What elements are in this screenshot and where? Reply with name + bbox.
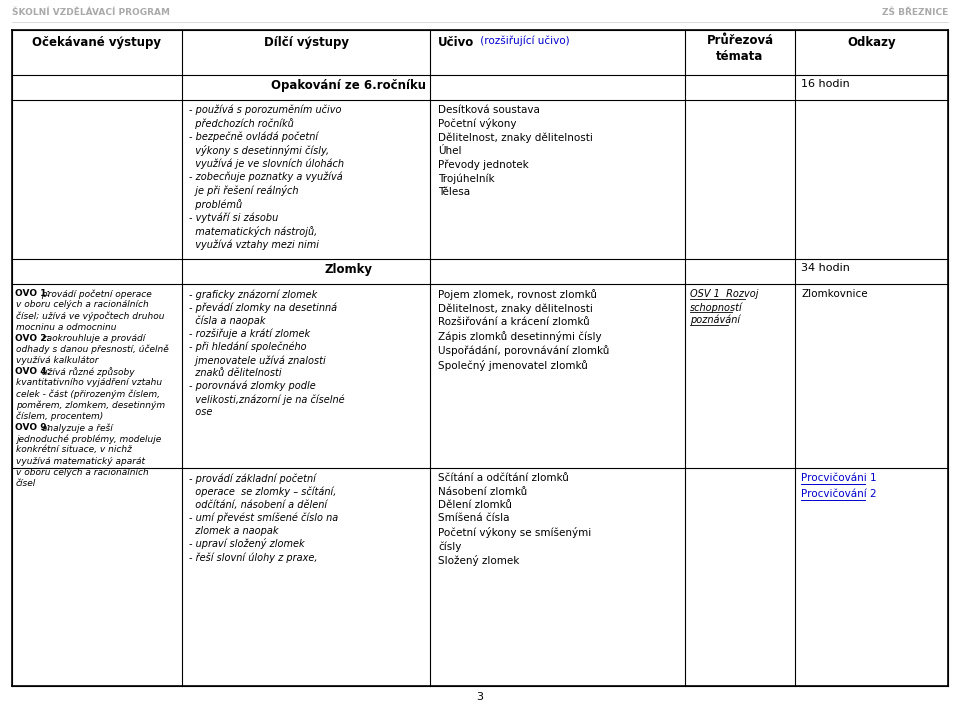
Text: schopností: schopností (690, 302, 743, 313)
Text: 3: 3 (476, 692, 484, 702)
Text: ŠKOLNÍ VZDĚLÁVACÍ PROGRAM: ŠKOLNÍ VZDĚLÁVACÍ PROGRAM (12, 8, 170, 17)
Text: čísel: čísel (16, 479, 36, 488)
Text: poznávání: poznávání (690, 315, 740, 325)
Text: Očekávané výstupy: Očekávané výstupy (33, 36, 161, 49)
Text: OVO 9:: OVO 9: (15, 423, 50, 432)
Text: Učivo: Učivo (438, 36, 474, 49)
Text: OVO 1:: OVO 1: (15, 289, 50, 298)
Text: čísel; užívá ve výpočtech druhou: čísel; užívá ve výpočtech druhou (16, 311, 164, 321)
Bar (429, 259, 432, 284)
Text: - používá s porozuměním učivo
  předchozích ročníků
- bezpečně ovládá početní
  : - používá s porozuměním učivo předchozíc… (189, 105, 344, 251)
Text: poměrem, zlomkem, desetinným: poměrem, zlomkem, desetinným (16, 401, 165, 410)
Text: 34 hodin: 34 hodin (801, 263, 850, 273)
Text: analyzuje a řeší: analyzuje a řeší (39, 423, 113, 432)
Bar (684, 75, 687, 100)
Text: jednoduché problémy, modeluje: jednoduché problémy, modeluje (16, 434, 161, 444)
Text: Sčítání a odčítání zlomků
Násobení zlomků
Dělení zlomků
Smíšená čísla
Početní vý: Sčítání a odčítání zlomků Násobení zlomk… (438, 474, 591, 566)
Text: využívá matematický aparát: využívá matematický aparát (16, 456, 145, 465)
Text: 16 hodin: 16 hodin (801, 79, 850, 89)
Text: - graficky znázorní zlomek
- převádí zlomky na desetinná
  čísla a naopak
- rozš: - graficky znázorní zlomek - převádí zlo… (189, 289, 345, 417)
Text: Pojem zlomek, rovnost zlomků
Dělitelnost, znaky dělitelnosti
Rozšiřování a kráce: Pojem zlomek, rovnost zlomků Dělitelnost… (438, 289, 610, 371)
Text: v oboru celých a racionálních: v oboru celých a racionálních (16, 467, 149, 477)
Text: Odkazy: Odkazy (847, 36, 896, 49)
Text: ZŠ BŘEZNICE: ZŠ BŘEZNICE (881, 8, 948, 17)
Text: konkrétní situace, v nichž: konkrétní situace, v nichž (16, 446, 132, 454)
Text: Procvičování 2: Procvičování 2 (801, 489, 876, 499)
Text: OSV 1  Rozvoj: OSV 1 Rozvoj (690, 289, 758, 299)
Text: - provádí základní početní
  operace  se zlomky – sčítání,
  odčítání, násobení : - provádí základní početní operace se zl… (189, 474, 338, 562)
Text: Dílčí výstupy: Dílčí výstupy (263, 36, 348, 49)
Text: Procvičováni 1: Procvičováni 1 (801, 474, 876, 484)
Text: číslem, procentem): číslem, procentem) (16, 412, 104, 422)
Bar (684, 259, 687, 284)
Text: užívá různé způsoby: užívá různé způsoby (39, 367, 135, 377)
Text: Opakování ze 6.ročníku: Opakování ze 6.ročníku (271, 79, 426, 92)
Bar (12, 468, 182, 470)
Text: zaokrouhluje a provádí: zaokrouhluje a provádí (39, 334, 146, 343)
Text: Zlomkovnice: Zlomkovnice (801, 289, 868, 299)
Text: odhady s danou přesností, účelně: odhady s danou přesností, účelně (16, 345, 169, 354)
Text: Desítková soustava
Početní výkony
Dělitelnost, znaky dělitelnosti
Úhel
Převody j: Desítková soustava Početní výkony Dělite… (438, 105, 593, 197)
Bar (429, 75, 432, 100)
Bar (181, 259, 184, 284)
Text: (rozšiřující učivo): (rozšiřující učivo) (477, 36, 569, 46)
Text: provádí početní operace: provádí početní operace (39, 289, 152, 298)
Text: OVO 2:: OVO 2: (15, 334, 50, 343)
Text: v oboru celých a racionálních: v oboru celých a racionálních (16, 300, 149, 309)
Text: celek - část (přirozeným číslem,: celek - část (přirozeným číslem, (16, 389, 160, 399)
Text: Zlomky: Zlomky (324, 263, 372, 276)
Text: kvantitativního vyjádření vztahu: kvantitativního vyjádření vztahu (16, 378, 162, 387)
Bar (181, 75, 184, 100)
Text: OVO 4:: OVO 4: (15, 367, 50, 376)
Text: mocninu a odmocninu: mocninu a odmocninu (16, 322, 116, 332)
Text: využívá kalkulátor: využívá kalkulátor (16, 356, 99, 365)
Text: Průřezová
témata: Průřezová témata (707, 34, 774, 63)
